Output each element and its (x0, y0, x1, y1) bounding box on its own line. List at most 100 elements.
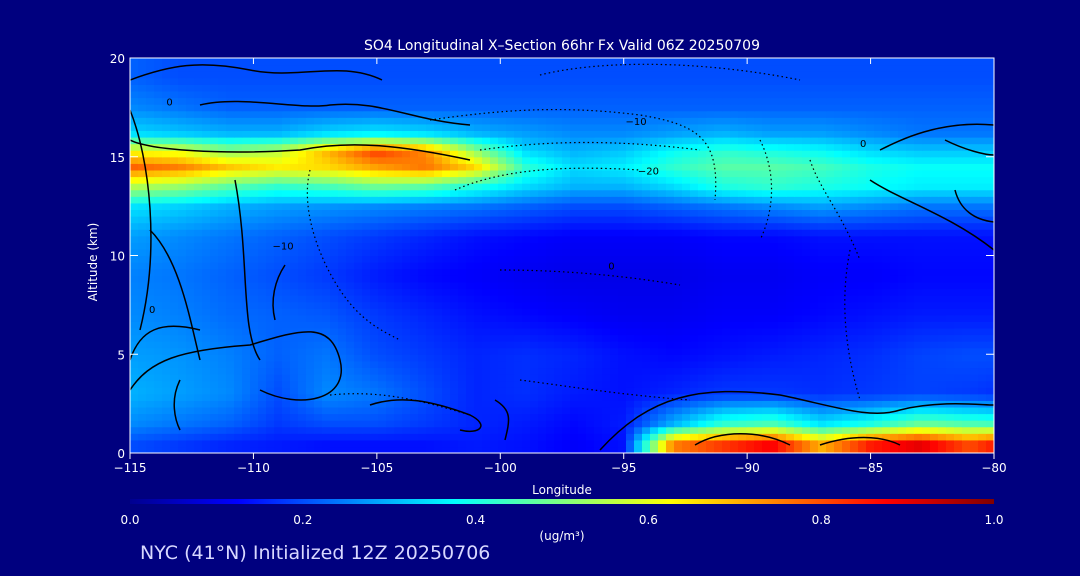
heatmap-cell (962, 413, 971, 421)
heatmap-cell (578, 268, 587, 276)
heatmap-cell (602, 196, 611, 204)
heatmap-cell (482, 202, 491, 211)
heatmap-cell (266, 314, 275, 322)
heatmap-cell (578, 374, 587, 382)
heatmap-cell (778, 446, 787, 453)
heatmap-cell (546, 229, 555, 237)
heatmap-cell (186, 209, 195, 217)
heatmap-cell (698, 176, 707, 184)
heatmap-cell (610, 222, 619, 230)
heatmap-cell (970, 295, 979, 303)
heatmap-cell (666, 420, 675, 428)
heatmap-cell (474, 189, 483, 197)
heatmap-cell (274, 169, 283, 178)
heatmap-cell (290, 143, 299, 151)
heatmap-cell (562, 360, 571, 369)
heatmap-cell (578, 426, 587, 434)
heatmap-cell (290, 301, 299, 309)
heatmap-cell (138, 347, 147, 355)
heatmap-cell (898, 321, 907, 329)
heatmap-cell (586, 176, 595, 184)
heatmap-cell (362, 327, 371, 336)
heatmap-cell (874, 262, 883, 270)
heatmap-cell (426, 248, 435, 257)
heatmap-cell (794, 301, 803, 309)
heatmap-cell (922, 295, 931, 303)
heatmap-cell (514, 301, 523, 309)
heatmap-cell (298, 275, 307, 283)
heatmap-cell (962, 380, 971, 388)
heatmap-cell (346, 156, 355, 164)
heatmap-cell (690, 406, 699, 415)
heatmap-cell (842, 222, 851, 230)
heatmap-cell (634, 268, 643, 276)
heatmap-cell (170, 143, 179, 151)
heatmap-cell (834, 327, 843, 336)
heatmap-cell (546, 202, 555, 211)
heatmap-cell (218, 156, 227, 164)
heatmap-cell (938, 176, 947, 184)
heatmap-cell (378, 150, 387, 158)
heatmap-cell (538, 341, 547, 349)
heatmap-cell (650, 275, 659, 283)
heatmap-cell (466, 295, 475, 303)
heatmap-cell (986, 354, 994, 362)
heatmap-cell (634, 354, 643, 362)
heatmap-cell (714, 446, 723, 453)
heatmap-cell (234, 387, 243, 395)
heatmap-cell (946, 334, 955, 342)
heatmap-cell (794, 216, 803, 224)
heatmap-cell (162, 150, 171, 158)
heatmap-cell (170, 327, 179, 336)
heatmap-cell (314, 360, 323, 369)
heatmap-cell (658, 281, 667, 290)
heatmap-cell (746, 202, 755, 211)
heatmap-cell (498, 347, 507, 355)
heatmap-cell (402, 295, 411, 303)
heatmap-cell (554, 367, 563, 375)
heatmap-cell (754, 413, 763, 421)
heatmap-cell (594, 400, 603, 408)
heatmap-cell (450, 413, 459, 421)
heatmap-cell (138, 374, 147, 382)
heatmap-cell (186, 433, 195, 441)
heatmap-cell (394, 439, 403, 448)
heatmap-cell (378, 380, 387, 388)
heatmap-cell (642, 426, 651, 434)
heatmap-cell (258, 314, 267, 322)
heatmap-cell (722, 400, 731, 408)
heatmap-cell (250, 387, 259, 395)
heatmap-cell (394, 341, 403, 349)
heatmap-cell (802, 229, 811, 237)
heatmap-cell (698, 248, 707, 257)
heatmap-cell (690, 288, 699, 296)
heatmap-cell (282, 347, 291, 355)
heatmap-cell (522, 446, 531, 453)
heatmap-cell (570, 248, 579, 257)
heatmap-cell (986, 387, 994, 395)
heatmap-cell (666, 341, 675, 349)
heatmap-cell (578, 235, 587, 243)
heatmap-cell (402, 308, 411, 316)
heatmap-cell (722, 406, 731, 415)
heatmap-cell (530, 156, 539, 164)
heatmap-cell (458, 262, 467, 270)
heatmap-cell (186, 268, 195, 276)
heatmap-cell (314, 374, 323, 382)
heatmap-cell (482, 176, 491, 184)
heatmap-cell (330, 420, 339, 428)
heatmap-cell (170, 209, 179, 217)
heatmap-cell (178, 216, 187, 224)
heatmap-cell (330, 202, 339, 211)
heatmap-cell (882, 209, 891, 217)
heatmap-cell (434, 189, 443, 197)
heatmap-cell (970, 242, 979, 250)
heatmap-cell (810, 301, 819, 309)
heatmap-cell (890, 255, 899, 263)
heatmap-cell (314, 255, 323, 263)
heatmap-cell (722, 420, 731, 428)
heatmap-cell (538, 248, 547, 257)
heatmap-cell (274, 341, 283, 349)
heatmap-cell (770, 209, 779, 217)
heatmap-cell (882, 242, 891, 250)
